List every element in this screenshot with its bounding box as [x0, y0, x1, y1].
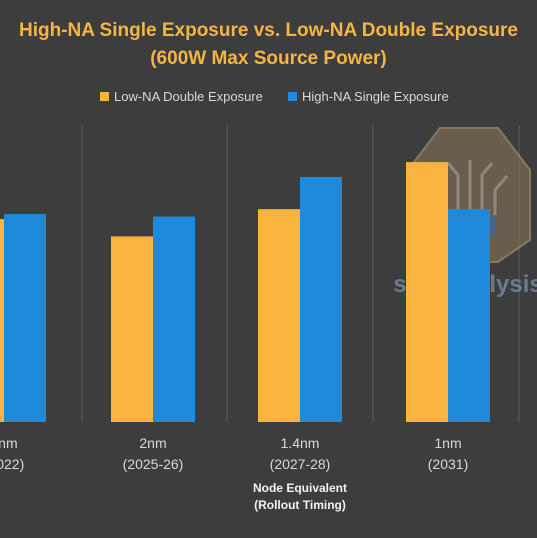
legend-label-high-na: High-NA Single Exposure [302, 89, 449, 104]
bar-high-na-1 [153, 216, 195, 422]
x-tick-node-3: 1nm [434, 435, 461, 451]
legend-label-low-na: Low-NA Double Exposure [114, 89, 263, 104]
bar-high-na-0 [4, 214, 46, 422]
x-axis-title-line2: (Rollout Timing) [254, 498, 346, 512]
bar-low-na-0 [0, 219, 4, 422]
legend-swatch-low-na [100, 92, 109, 101]
x-tick-node-1: 2nm [139, 435, 166, 451]
legend-swatch-high-na [288, 92, 297, 101]
x-tick-timing-3: (2031) [428, 456, 468, 472]
bar-low-na-3 [406, 162, 448, 422]
bar-high-na-3 [448, 209, 490, 422]
legend-item-low-na: Low-NA Double Exposure [100, 89, 263, 104]
chart-title-line2: (600W Max Source Power) [150, 48, 387, 69]
x-tick-timing-1: (2025-26) [123, 456, 184, 472]
x-tick-timing-2: (2027-28) [270, 456, 331, 472]
legend: Low-NA Double Exposure High-NA Single Ex… [0, 89, 537, 107]
x-axis-title-line1: Node Equivalent [253, 481, 347, 495]
x-tick-node-0: 3nm [0, 435, 18, 451]
bar-high-na-2 [300, 176, 342, 422]
chart-title-line1: High-NA Single Exposure vs. Low-NA Doubl… [19, 20, 518, 41]
legend-item-high-na: High-NA Single Exposure [288, 89, 449, 104]
x-tick-timing-0: (2022) [0, 456, 24, 472]
bar-low-na-1 [111, 236, 153, 422]
bar-low-na-2 [258, 209, 300, 422]
x-tick-node-2: 1.4nm [281, 435, 320, 451]
